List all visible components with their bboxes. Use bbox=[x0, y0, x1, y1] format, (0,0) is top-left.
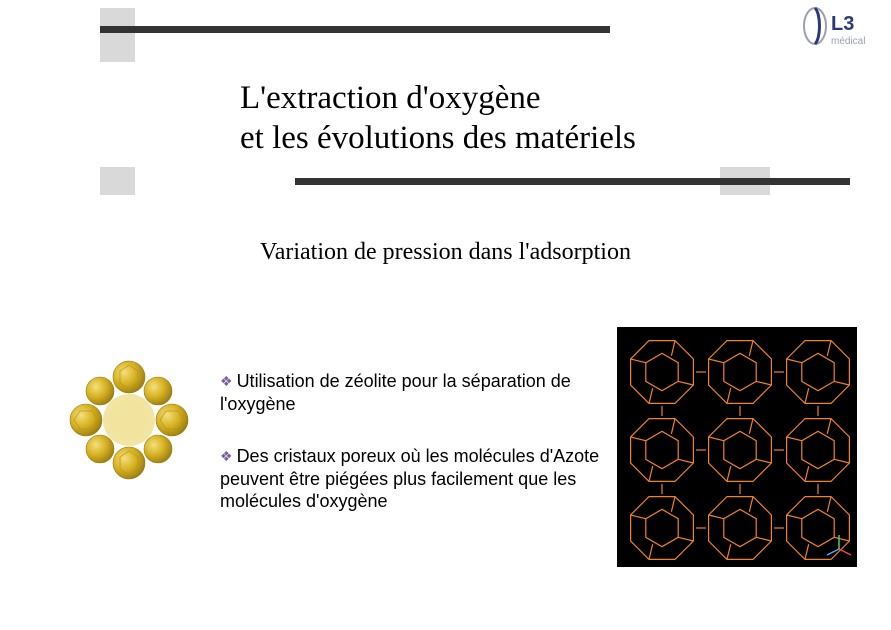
bullet-list: ❖Utilisation de zéolite pour la séparati… bbox=[220, 370, 600, 543]
bullet-item: ❖Utilisation de zéolite pour la séparati… bbox=[220, 370, 600, 415]
bullet-text: Des cristaux poreux où les molécules d'A… bbox=[220, 446, 599, 511]
slide-title: L'extraction d'oxygène et les évolutions… bbox=[240, 78, 800, 159]
logo-subtext: médical bbox=[831, 36, 865, 47]
diamond-bullet-icon: ❖ bbox=[220, 448, 233, 466]
zeolite-molecule-image bbox=[64, 355, 194, 485]
bullet-item: ❖Des cristaux poreux où les molécules d'… bbox=[220, 445, 600, 513]
logo-text: L3 bbox=[831, 13, 854, 35]
diamond-bullet-icon: ❖ bbox=[220, 373, 233, 391]
slide-title-line2: et les évolutions des matériels bbox=[240, 118, 800, 158]
bullet-text: Utilisation de zéolite pour la séparatio… bbox=[220, 371, 571, 414]
decor-bar-top-left bbox=[100, 8, 135, 62]
decor-bar-mid-main bbox=[295, 178, 850, 185]
slide-subtitle: Variation de pression dans l'adsorption bbox=[0, 239, 891, 266]
brand-logo: L3 médical bbox=[801, 4, 879, 48]
decor-bar-top-main bbox=[100, 26, 610, 33]
decor-bar-mid-left bbox=[100, 167, 135, 195]
slide-title-line1: L'extraction d'oxygène bbox=[240, 78, 800, 118]
zeolite-lattice-image bbox=[617, 327, 857, 567]
